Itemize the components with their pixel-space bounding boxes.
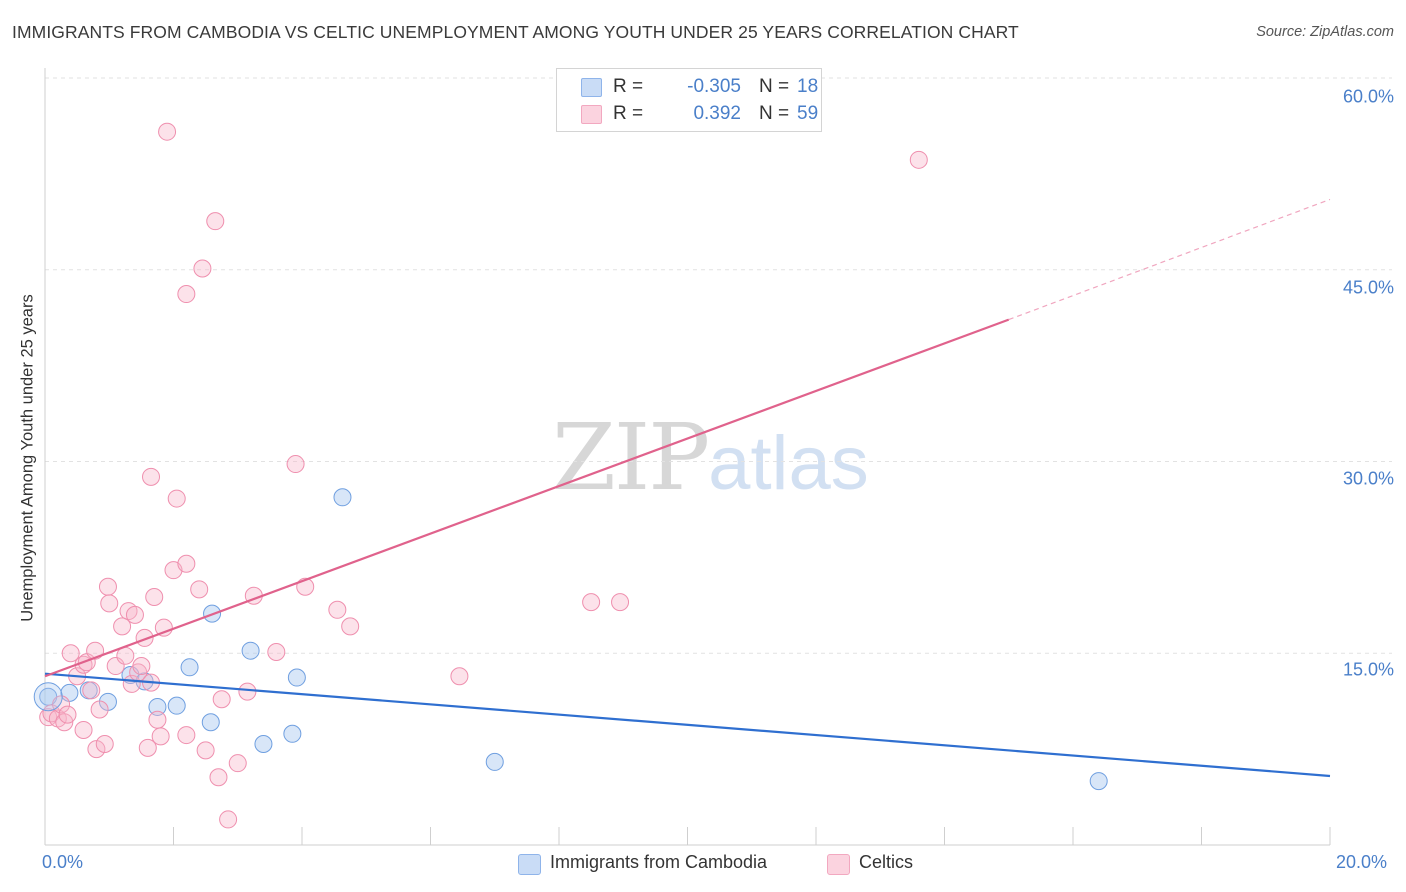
y-axis-label: Unemployment Among Youth under 25 years bbox=[18, 294, 37, 622]
x-tick-label: 0.0% bbox=[42, 852, 84, 872]
legend-swatch-blue bbox=[518, 854, 541, 875]
celtics-point bbox=[219, 810, 238, 829]
celtics-point bbox=[909, 150, 928, 169]
celtics-point bbox=[82, 681, 101, 700]
celtics-point bbox=[125, 605, 144, 624]
watermark: ZIPatlas bbox=[552, 404, 869, 511]
legend-label-celtics: Celtics bbox=[859, 852, 914, 872]
legend-r-value: 0.392 bbox=[693, 103, 741, 124]
cambodia-point bbox=[148, 697, 167, 716]
celtics-point bbox=[154, 618, 173, 637]
celtics-point bbox=[238, 682, 257, 701]
legend-n-value: 18 bbox=[797, 76, 819, 97]
legend-label-cambodia: Immigrants from Cambodia bbox=[550, 852, 768, 872]
cambodia-point bbox=[241, 641, 260, 660]
celtics-point bbox=[142, 467, 161, 486]
x-tick-label: 20.0% bbox=[1336, 852, 1388, 872]
celtics-point bbox=[209, 768, 228, 787]
chart-title: IMMIGRANTS FROM CAMBODIA VS CELTIC UNEMP… bbox=[12, 22, 1019, 42]
celtics-point bbox=[145, 588, 164, 607]
cambodia-point bbox=[1089, 772, 1108, 791]
celtics-point bbox=[158, 122, 177, 141]
cambodia-point bbox=[167, 696, 186, 715]
celtics-point bbox=[113, 617, 132, 636]
celtics-point bbox=[167, 489, 186, 508]
cambodia-point bbox=[201, 713, 220, 732]
celtics-point bbox=[98, 577, 117, 596]
cambodia-point bbox=[180, 658, 199, 677]
celtics-point bbox=[86, 641, 105, 660]
cambodia-point bbox=[287, 668, 306, 687]
cambodia-point bbox=[485, 752, 504, 771]
y-tick-label: 30.0% bbox=[1342, 468, 1394, 489]
watermark-atlas: atlas bbox=[708, 421, 869, 506]
celtics-point bbox=[267, 642, 286, 661]
celtics-point bbox=[190, 580, 209, 599]
y-tick-label: 15.0% bbox=[1342, 659, 1394, 680]
legend-n-label: N = bbox=[759, 76, 790, 97]
celtics-point bbox=[100, 594, 119, 613]
celtics-trend-line bbox=[44, 318, 1010, 678]
legend-swatch-blue bbox=[581, 78, 602, 97]
cambodia-point bbox=[283, 724, 302, 743]
celtics-point bbox=[58, 705, 77, 724]
celtics-point bbox=[212, 690, 231, 709]
celtics-point bbox=[206, 212, 225, 231]
cambodia-point bbox=[254, 735, 273, 754]
cambodia-point bbox=[333, 488, 352, 507]
celtics-point bbox=[52, 695, 71, 714]
celtics-point bbox=[228, 754, 247, 773]
celtics-point bbox=[135, 628, 154, 647]
legend-r-label: R = bbox=[613, 103, 644, 124]
celtics-point bbox=[196, 741, 215, 760]
celtics-point bbox=[582, 593, 601, 612]
cambodia-point bbox=[33, 682, 63, 712]
celtics-point bbox=[138, 738, 157, 757]
celtics-point bbox=[151, 727, 170, 746]
celtics-point bbox=[450, 667, 469, 686]
legend-swatch-pink bbox=[827, 854, 850, 875]
source-label: Source: ZipAtlas.com bbox=[1256, 24, 1394, 40]
legend-r-label: R = bbox=[613, 76, 644, 97]
legend-swatch-pink bbox=[581, 105, 602, 124]
celtics-point bbox=[177, 554, 196, 573]
watermark-zip: ZIP bbox=[552, 404, 710, 511]
celtics-point bbox=[177, 726, 196, 745]
legend-n-value: 59 bbox=[797, 103, 819, 124]
celtics-trend-extension bbox=[1008, 198, 1331, 321]
y-tick-label: 60.0% bbox=[1342, 86, 1394, 107]
correlation-legend: R = -0.305 N = 18 R = 0.392 N = 59 bbox=[556, 68, 822, 132]
celtics-point bbox=[74, 720, 93, 739]
celtics-point bbox=[177, 285, 196, 304]
celtics-point bbox=[286, 455, 305, 474]
celtics-point bbox=[61, 644, 80, 663]
celtics-point bbox=[87, 740, 106, 759]
y-tick-label: 45.0% bbox=[1342, 277, 1394, 298]
cambodia-trend-line bbox=[44, 672, 1331, 778]
celtics-point bbox=[193, 259, 212, 278]
celtics-point bbox=[95, 735, 114, 754]
celtics-point bbox=[611, 593, 630, 612]
celtics-point bbox=[328, 600, 347, 619]
legend-r-value: -0.305 bbox=[687, 76, 741, 97]
celtics-point bbox=[90, 700, 109, 719]
celtics-point bbox=[341, 617, 360, 636]
legend-n-label: N = bbox=[759, 103, 790, 124]
celtics-point bbox=[148, 710, 167, 729]
celtics-point bbox=[132, 657, 151, 676]
